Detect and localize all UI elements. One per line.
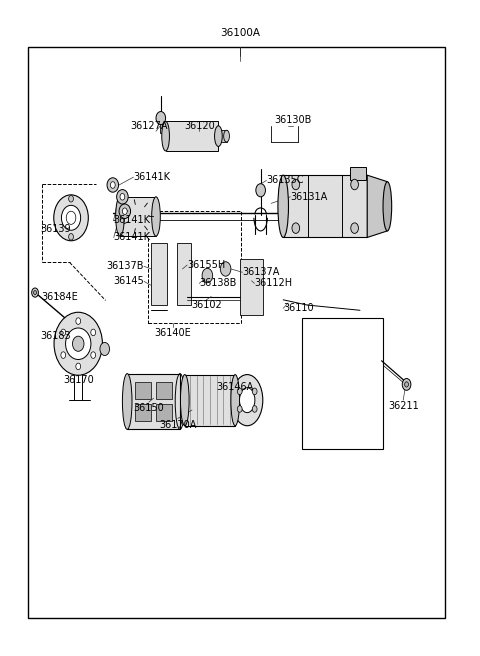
Ellipse shape	[110, 182, 115, 188]
Circle shape	[202, 268, 213, 283]
Bar	[216, 130, 227, 142]
Circle shape	[292, 223, 300, 234]
Bar	[156, 404, 172, 421]
Circle shape	[69, 195, 73, 202]
Text: 36141K: 36141K	[114, 215, 151, 225]
Ellipse shape	[54, 195, 88, 241]
Circle shape	[61, 329, 66, 336]
Circle shape	[76, 318, 81, 324]
Circle shape	[292, 179, 300, 190]
Bar	[240, 259, 263, 315]
Ellipse shape	[278, 175, 288, 237]
Text: 36140E: 36140E	[155, 328, 191, 338]
Ellipse shape	[383, 182, 392, 231]
Circle shape	[402, 379, 411, 390]
Ellipse shape	[232, 375, 263, 426]
Circle shape	[66, 211, 76, 224]
Circle shape	[220, 262, 231, 276]
Ellipse shape	[180, 375, 189, 426]
Text: 36211: 36211	[388, 401, 419, 411]
Ellipse shape	[116, 197, 124, 236]
Polygon shape	[367, 175, 387, 237]
Text: 36155H: 36155H	[187, 260, 226, 270]
Ellipse shape	[231, 375, 240, 426]
Bar	[160, 125, 167, 133]
Ellipse shape	[61, 205, 81, 230]
Circle shape	[61, 352, 66, 358]
Text: 36100A: 36100A	[220, 28, 260, 38]
Circle shape	[34, 291, 36, 295]
Circle shape	[76, 363, 81, 370]
Ellipse shape	[119, 204, 131, 218]
Ellipse shape	[72, 336, 84, 352]
Circle shape	[256, 184, 265, 197]
Text: 36145: 36145	[113, 276, 144, 287]
Text: 36131A: 36131A	[290, 192, 328, 202]
Bar	[302, 318, 383, 449]
Circle shape	[91, 329, 96, 336]
Text: 36141K: 36141K	[133, 172, 170, 182]
Text: 36146A: 36146A	[216, 382, 254, 392]
Circle shape	[252, 405, 257, 412]
Text: 36102: 36102	[191, 300, 222, 310]
Ellipse shape	[240, 388, 255, 413]
Text: 36127A: 36127A	[130, 121, 168, 131]
Bar	[177, 243, 191, 305]
Bar	[127, 373, 180, 429]
Ellipse shape	[224, 130, 229, 142]
Circle shape	[405, 382, 408, 387]
Text: 36135C: 36135C	[266, 175, 304, 186]
Circle shape	[91, 352, 96, 358]
Ellipse shape	[66, 328, 91, 359]
Bar	[156, 382, 172, 399]
Circle shape	[32, 288, 38, 297]
Circle shape	[156, 112, 166, 125]
Ellipse shape	[215, 126, 222, 146]
Circle shape	[100, 342, 109, 356]
Ellipse shape	[152, 197, 160, 236]
Ellipse shape	[120, 194, 125, 200]
Circle shape	[252, 388, 257, 395]
Text: 36139: 36139	[40, 224, 71, 234]
Text: 36137B: 36137B	[107, 261, 144, 272]
Bar	[148, 211, 241, 323]
Text: 36184E: 36184E	[42, 291, 78, 302]
Text: 36170A: 36170A	[159, 420, 196, 430]
Bar	[283, 175, 367, 237]
Text: 36110: 36110	[283, 303, 314, 314]
Ellipse shape	[122, 208, 127, 215]
Text: 36130B: 36130B	[274, 115, 312, 125]
Text: 36112H: 36112H	[254, 278, 292, 289]
Text: 36170: 36170	[63, 375, 94, 385]
Circle shape	[351, 223, 359, 234]
Bar	[120, 197, 156, 236]
Ellipse shape	[162, 121, 169, 151]
Circle shape	[237, 405, 242, 412]
Circle shape	[69, 234, 73, 240]
Bar	[28, 47, 445, 618]
Bar	[135, 382, 151, 399]
Text: 36138B: 36138B	[199, 278, 237, 289]
Text: 36137A: 36137A	[242, 267, 280, 277]
Bar	[166, 121, 218, 151]
Circle shape	[237, 388, 242, 395]
Ellipse shape	[117, 190, 128, 204]
Text: 36150: 36150	[133, 403, 164, 413]
Text: 36120: 36120	[184, 121, 215, 131]
Bar	[135, 404, 151, 421]
Ellipse shape	[107, 178, 119, 192]
Text: 36183: 36183	[40, 331, 71, 341]
Ellipse shape	[54, 312, 102, 375]
Circle shape	[351, 179, 359, 190]
Bar	[185, 375, 235, 426]
Bar	[151, 243, 167, 305]
Text: 36141K: 36141K	[114, 232, 151, 243]
Bar	[350, 167, 366, 180]
Ellipse shape	[122, 373, 132, 429]
